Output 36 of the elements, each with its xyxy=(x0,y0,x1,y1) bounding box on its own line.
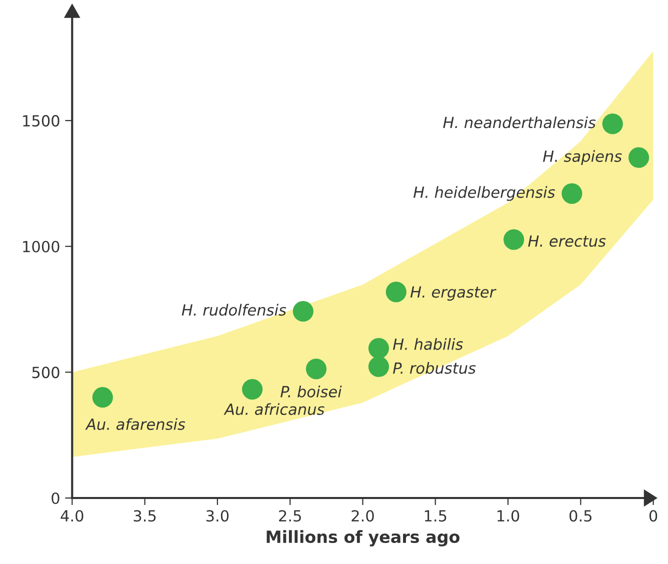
x-tick-label: 0.5 xyxy=(570,510,592,522)
point xyxy=(602,114,623,134)
point xyxy=(562,183,582,204)
point xyxy=(92,387,113,408)
annotation: H. heidelbergensis xyxy=(413,186,555,201)
x-tick-label: 2.5 xyxy=(279,510,301,522)
annotation: H. sapiens xyxy=(543,150,622,165)
point xyxy=(306,358,327,380)
x-tick-label: 2.0 xyxy=(352,510,374,522)
point xyxy=(368,356,390,377)
annotation: H. ergaster xyxy=(410,286,496,301)
annotation: H. neanderthalensis xyxy=(443,116,596,128)
x-tick-label: 4.0 xyxy=(60,510,84,522)
x-tick-label: 1.5 xyxy=(424,510,446,522)
point xyxy=(504,229,524,250)
point xyxy=(368,338,390,359)
x-tick-label: 1.0 xyxy=(498,510,520,522)
annotation: P. robustus xyxy=(393,362,476,374)
x-tick-label: 3.0 xyxy=(206,510,229,522)
point xyxy=(292,301,314,322)
annotation: H. habilis xyxy=(393,338,463,350)
x-tick-label: 0 xyxy=(649,510,658,522)
y-tick-label: 500 xyxy=(32,366,60,378)
point xyxy=(242,379,263,400)
annotation: Au. afarensis xyxy=(85,418,186,430)
annotation: P. boisei xyxy=(280,386,342,398)
y-tick-label: 1000 xyxy=(23,240,60,252)
annotation: Au. africanus xyxy=(224,403,324,416)
y-tick-label: 0 xyxy=(52,492,60,504)
x-axis-title: Millions of years ago xyxy=(266,530,460,546)
annotation: H. erectus xyxy=(528,235,606,247)
annotation: H. rudolfensis xyxy=(182,304,286,316)
point xyxy=(386,282,406,302)
y-tick-label: 1500 xyxy=(23,115,60,127)
x-tick-label: 3.5 xyxy=(134,510,156,522)
point xyxy=(628,147,650,168)
